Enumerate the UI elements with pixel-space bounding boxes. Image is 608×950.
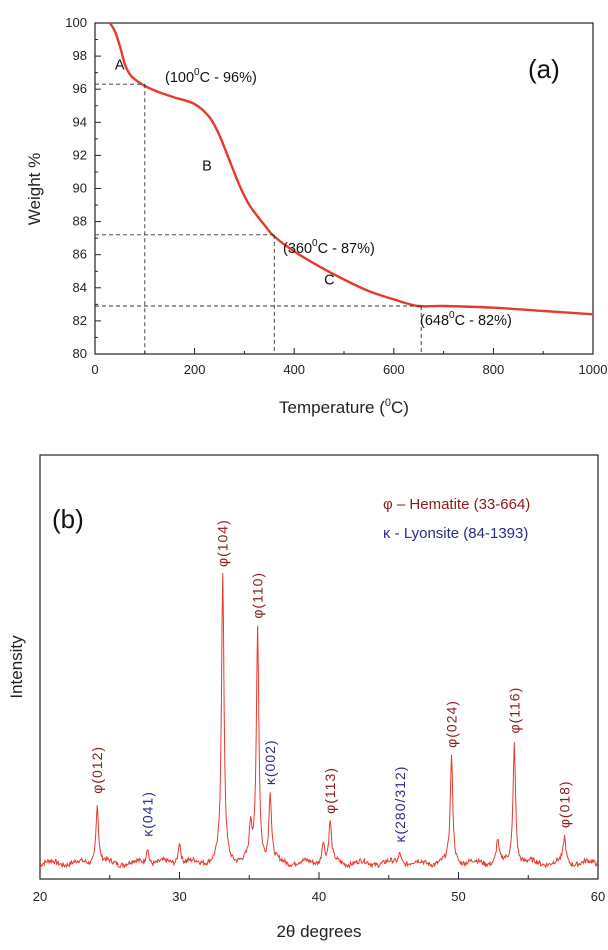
y-axis-label-b: Intensity (7, 635, 26, 699)
xrd-chart: 20 30 40 50 60 (b) φ – Hematite (33-664) κ -… (7, 454, 605, 941)
y-tick-label: 98 (73, 48, 87, 63)
peak-label: φ(110) (250, 572, 266, 619)
x-tick-label: 400 (283, 362, 305, 377)
point-annotation: (1000C - 96%) (165, 67, 257, 86)
legend-lyonsite: κ - Lyonsite (84-1393) (383, 525, 528, 542)
peak-label: κ(002) (262, 739, 278, 785)
x-tick-label: 1000 (579, 362, 608, 377)
x-axis-label-b: 2θ degrees (276, 922, 361, 941)
peak-label: κ(041) (139, 791, 155, 837)
region-label: C (324, 272, 334, 288)
x-axis-label-a: Temperature (0C) (279, 397, 409, 417)
region-label: A (115, 57, 125, 73)
x-tick-label: 40 (312, 889, 326, 904)
xrd-pattern (39, 572, 599, 869)
y-tick-label: 82 (73, 313, 87, 328)
point-annotation: (3600C - 87%) (283, 238, 375, 257)
y-tick-label: 92 (73, 147, 87, 162)
x-tick-label: 200 (184, 362, 206, 377)
peak-label: φ(024) (444, 700, 460, 748)
y-tick-label: 90 (73, 181, 87, 196)
x-tick-label: 20 (33, 889, 47, 904)
y-tick-label: 96 (73, 81, 87, 96)
x-tick-label: 30 (172, 889, 186, 904)
y-tick-label: 100 (65, 15, 87, 30)
point-annotation: (6480C - 82%) (420, 310, 512, 329)
region-label: B (202, 158, 212, 174)
panel-label-a: (a) (528, 54, 560, 84)
x-tick-label: 60 (591, 889, 605, 904)
y-axis-label-a: Weight % (25, 153, 44, 225)
x-tick-label: 600 (383, 362, 405, 377)
x-tick-label: 50 (451, 889, 465, 904)
peak-label: φ(104) (215, 519, 231, 567)
x-tick-label: 800 (483, 362, 505, 377)
tga-chart: 0 200 400 600 800 1000 80 82 84 86 88 90 92 94 96 98 100… (25, 15, 607, 417)
weight-curve (108, 22, 594, 316)
peak-label: κ(280/312) (392, 766, 408, 843)
peak-label: φ(018) (557, 780, 573, 828)
x-tick-label: 0 (91, 362, 98, 377)
legend-hematite: φ – Hematite (33-664) (383, 496, 530, 513)
peak-label: φ(012) (89, 746, 105, 794)
y-tick-label: 94 (73, 114, 87, 129)
peak-label: φ(113) (322, 767, 338, 814)
plot-frame-b (39, 454, 599, 880)
peak-label: φ(116) (506, 687, 522, 734)
y-tick-label: 80 (73, 346, 87, 361)
y-tick-label: 88 (73, 214, 87, 229)
panel-label-b: (b) (52, 504, 84, 534)
y-tick-label: 84 (73, 280, 87, 295)
y-tick-label: 86 (73, 247, 87, 262)
